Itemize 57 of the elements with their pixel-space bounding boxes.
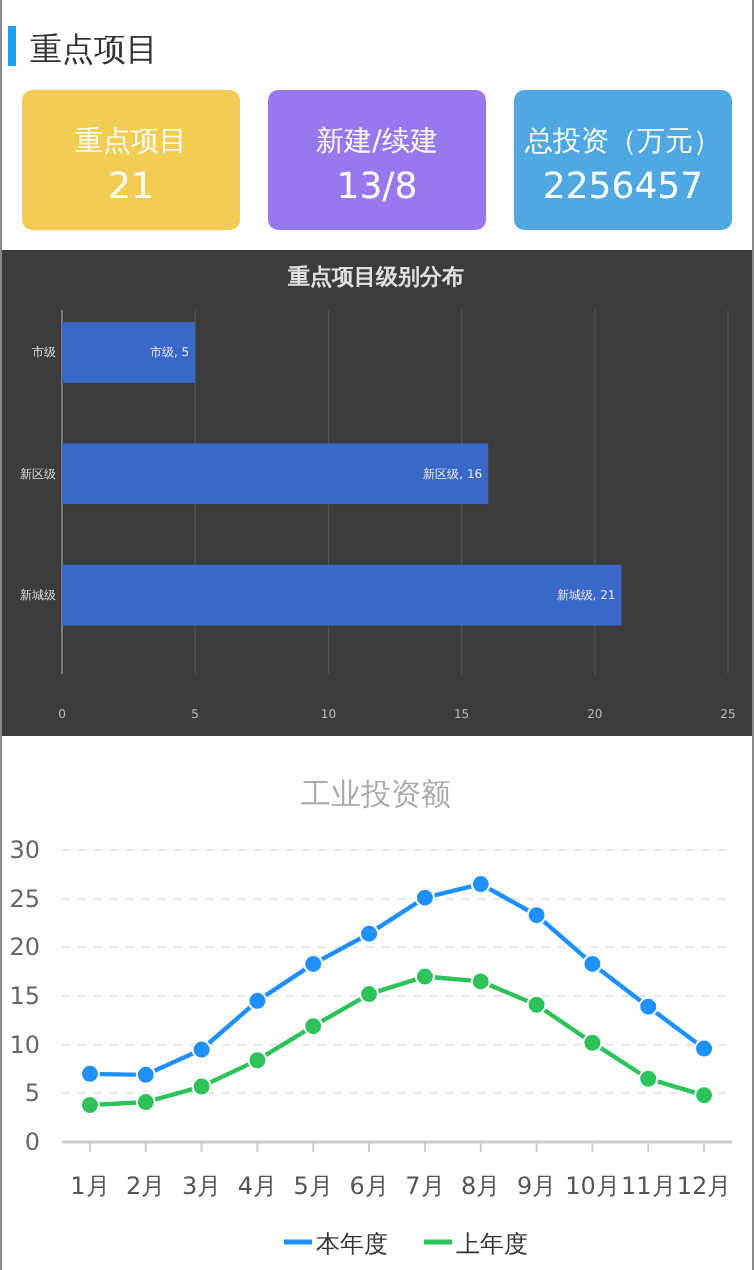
y-tick-label: 25 (9, 884, 40, 913)
y-tick-label: 15 (9, 982, 40, 1010)
point (191, 1076, 212, 1097)
y-tick-label: 30 (9, 836, 40, 864)
chart-title: 重点项目级别分布 (286, 264, 464, 290)
x-tick-label: 1月 (70, 1172, 110, 1200)
x-tick-label: 2月 (126, 1172, 166, 1200)
point (135, 1092, 156, 1113)
text: 总投资（万元） (523, 126, 721, 158)
x-tick-label: 7月 (405, 1172, 445, 1200)
text: 21 (108, 166, 154, 208)
x-tick-label: 6月 (349, 1172, 389, 1200)
y-tick-label: 20 (9, 933, 40, 962)
text: 新建/续建 (316, 126, 438, 158)
legend-label: 上年度 (456, 1230, 528, 1258)
point (638, 1068, 659, 1089)
point (247, 990, 268, 1011)
x-tick-label: 10月 (565, 1172, 620, 1200)
point (191, 1039, 212, 1060)
y-tick-label: 10 (9, 1030, 40, 1059)
point (414, 887, 435, 908)
point (414, 966, 435, 987)
x-tick-label: 9月 (516, 1172, 557, 1200)
point (135, 1064, 156, 1085)
point (582, 953, 603, 974)
text: 13/8 (336, 166, 418, 208)
point (526, 994, 547, 1015)
x-tick-label: 8月 (461, 1172, 501, 1200)
point (582, 1032, 603, 1053)
point (359, 923, 380, 944)
point (470, 971, 491, 992)
point (247, 1050, 268, 1071)
point (79, 1095, 100, 1116)
x-tick-label: 5月 (293, 1172, 333, 1200)
bar (62, 322, 196, 383)
y-tick-label: 5 (24, 1079, 40, 1108)
text: 重点项目 (30, 30, 158, 68)
point (638, 996, 659, 1017)
point (694, 1038, 715, 1059)
bar (62, 443, 489, 505)
point (470, 874, 491, 895)
x-tick-label: 11月 (620, 1172, 676, 1200)
point (694, 1085, 715, 1106)
x-tick-label: 12月 (676, 1172, 732, 1200)
y-tick-label: 0 (24, 1128, 40, 1156)
point (303, 1016, 324, 1037)
x-tick-label: 4月 (237, 1172, 278, 1200)
x-tick-label: 3月 (181, 1172, 222, 1200)
text: 重点项目 (75, 126, 187, 158)
point (526, 905, 547, 926)
text: 2256457 (542, 166, 704, 208)
bar (62, 564, 622, 626)
point (359, 984, 380, 1005)
point (303, 953, 324, 974)
point (79, 1063, 100, 1084)
chart-title: 工业投资额 (301, 776, 451, 812)
legend-label: 本年度 (316, 1230, 388, 1258)
